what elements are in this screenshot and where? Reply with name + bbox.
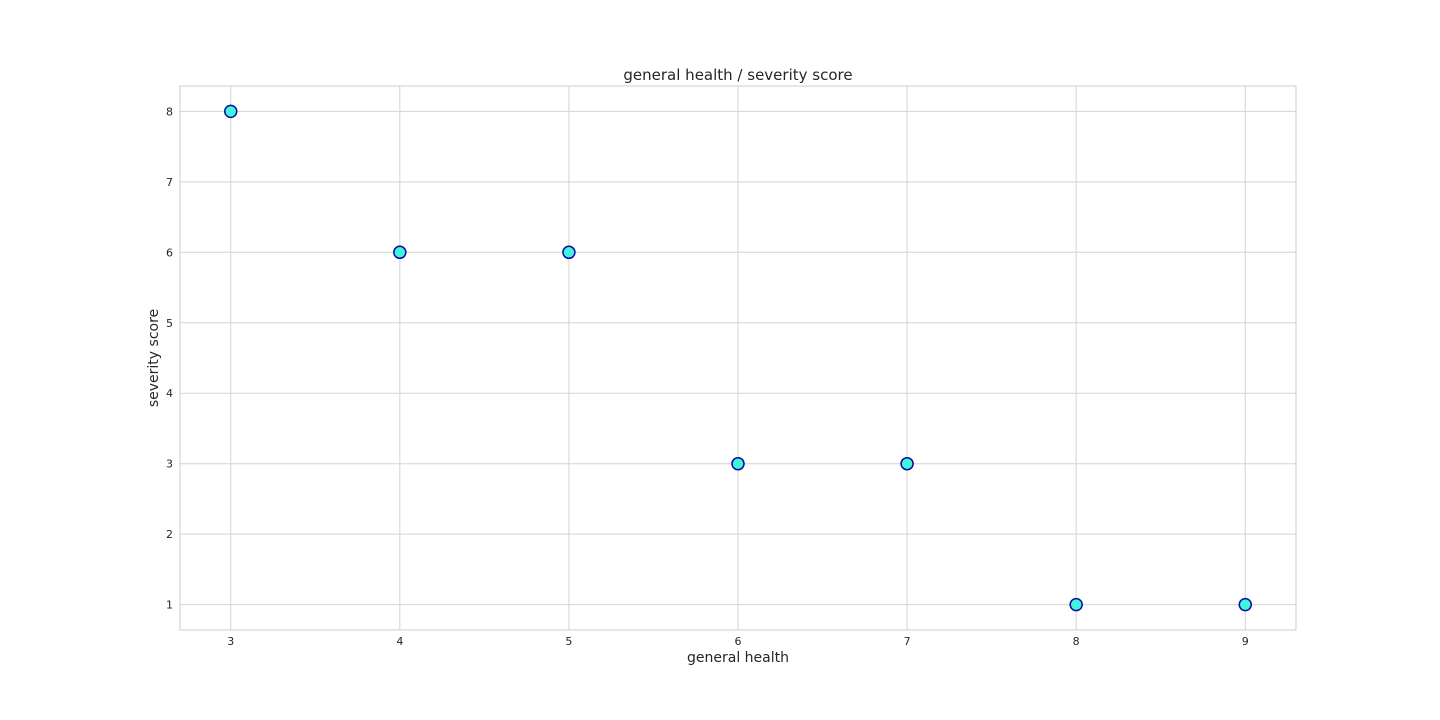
y-tick-label: 2 — [166, 528, 173, 541]
data-point — [223, 104, 238, 119]
data-point — [393, 245, 407, 260]
y-tick-label: 5 — [166, 317, 173, 330]
y-axis-label: severity score — [146, 309, 162, 407]
x-tick-label: 9 — [1242, 635, 1249, 648]
x-tick-label: 4 — [396, 635, 403, 648]
grid — [180, 86, 1296, 630]
y-tick-label: 3 — [166, 458, 173, 471]
y-tick-label: 4 — [166, 387, 173, 400]
y-tick-label: 6 — [166, 246, 173, 259]
chart-title: general health / severity score — [623, 66, 852, 84]
y-tick-label: 8 — [166, 105, 173, 118]
data-point — [1069, 597, 1083, 612]
data-points — [223, 104, 1253, 612]
data-point — [900, 456, 914, 471]
x-tick-label: 3 — [227, 635, 234, 648]
y-tick-labels: 1 2 3 4 5 6 7 8 — [166, 105, 173, 611]
data-point — [731, 456, 745, 471]
y-tick-label: 7 — [166, 176, 173, 189]
data-point — [562, 245, 576, 260]
x-tick-label: 7 — [904, 635, 911, 648]
x-tick-label: 6 — [735, 635, 742, 648]
x-tick-label: 8 — [1073, 635, 1080, 648]
data-point — [1238, 597, 1253, 612]
x-tick-label: 5 — [565, 635, 572, 648]
y-tick-label: 1 — [166, 599, 173, 612]
plot-frame — [179, 85, 1297, 631]
x-axis-label: general health — [687, 650, 789, 666]
x-tick-labels: 3 4 5 6 7 8 9 — [227, 635, 1249, 648]
